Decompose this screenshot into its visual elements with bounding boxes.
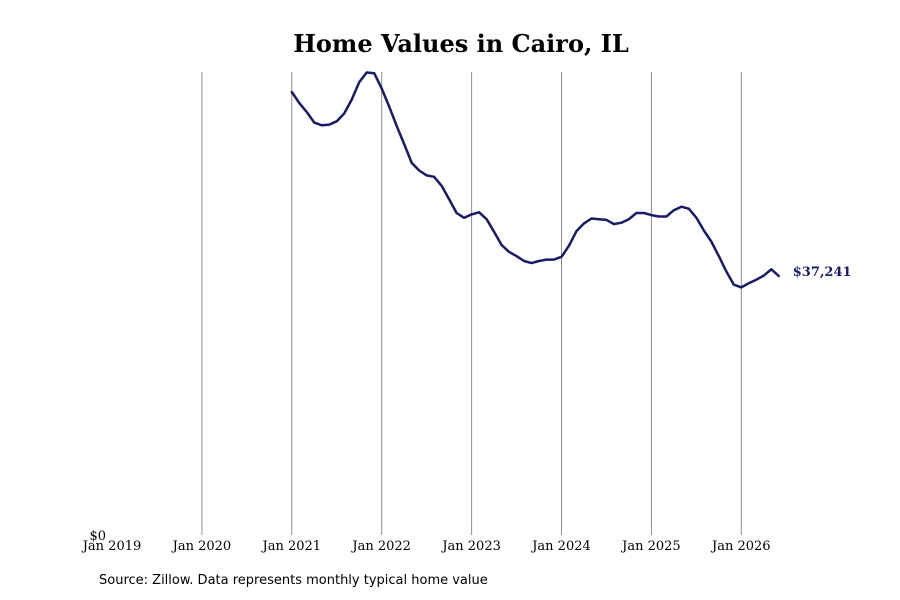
x-tick-label: Jan 2021	[261, 539, 322, 554]
x-axis-ticks: Jan 2019 Jan 2020 Jan 2021 Jan 2022 Jan 2023…	[81, 539, 771, 554]
end-value-label: $37,241	[793, 265, 852, 280]
y-tick-label: $0	[89, 529, 106, 544]
x-tick-label: Jan 2019	[81, 539, 142, 554]
x-tick-label: Jan 2022	[350, 539, 411, 554]
y-axis-ticks: $0	[89, 529, 106, 544]
gridlines	[201, 72, 742, 535]
home-value-line	[290, 71, 781, 289]
x-tick-label: Jan 2025	[620, 539, 681, 554]
source-note: Source: Zillow. Data represents monthly …	[99, 573, 488, 588]
x-tick-label: Jan 2023	[440, 539, 501, 554]
chart-title: Home Values in Cairo, IL	[293, 29, 629, 58]
x-tick-label: Jan 2024	[530, 539, 591, 554]
x-tick-label: Jan 2026	[710, 539, 771, 554]
x-tick-label: Jan 2020	[171, 539, 232, 554]
